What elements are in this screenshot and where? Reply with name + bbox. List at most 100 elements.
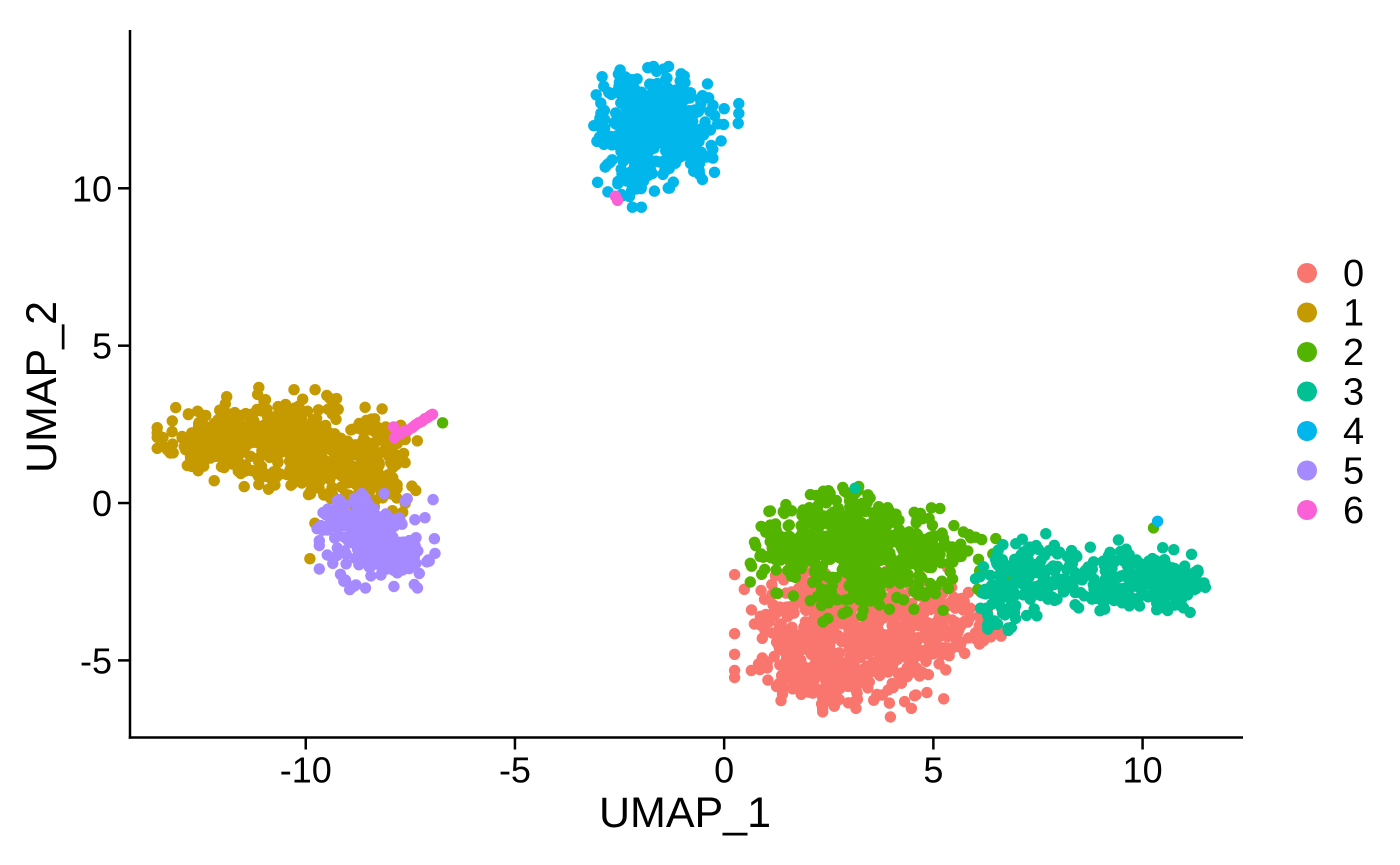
point — [930, 580, 942, 592]
point — [804, 595, 816, 607]
point — [1010, 571, 1022, 583]
point — [733, 107, 745, 120]
point — [817, 706, 829, 718]
point — [849, 482, 861, 494]
point — [166, 415, 178, 427]
point — [948, 591, 960, 604]
point — [835, 552, 847, 565]
point — [880, 520, 893, 532]
point — [193, 417, 205, 430]
point — [976, 533, 988, 546]
point — [261, 403, 273, 415]
point — [373, 470, 386, 482]
point — [717, 118, 730, 131]
point — [362, 499, 375, 511]
point — [864, 595, 876, 607]
point — [697, 129, 710, 141]
point — [844, 671, 856, 684]
point — [919, 629, 931, 641]
point — [895, 667, 908, 679]
point — [715, 135, 727, 147]
point — [340, 558, 352, 570]
point — [854, 556, 866, 569]
point — [1112, 534, 1125, 546]
point — [771, 528, 784, 540]
point — [313, 535, 325, 547]
point — [304, 486, 316, 498]
axes-layer: -10 -5 0 5 10 -5 0 5 10 — [72, 30, 1243, 791]
point — [823, 518, 835, 531]
point — [323, 461, 336, 474]
point — [391, 479, 403, 491]
point — [323, 470, 335, 482]
point — [858, 662, 871, 675]
x-tick-label: -10 — [280, 750, 332, 791]
point — [897, 544, 909, 556]
y-tick-label: 5 — [92, 326, 112, 367]
point — [1051, 593, 1063, 605]
legend-label: 4 — [1343, 411, 1364, 453]
point — [852, 675, 865, 687]
point — [359, 401, 371, 413]
point — [614, 64, 626, 76]
point — [820, 497, 833, 509]
point — [942, 582, 954, 594]
y-tick-label: 10 — [72, 168, 112, 209]
point — [903, 624, 916, 637]
point — [1118, 582, 1130, 595]
point — [783, 519, 795, 531]
point — [591, 176, 604, 188]
point — [946, 573, 959, 585]
point — [316, 524, 329, 536]
point — [646, 137, 658, 150]
point — [1023, 569, 1035, 581]
point — [950, 616, 962, 629]
point — [795, 520, 807, 532]
point — [909, 648, 921, 660]
legend-label: 1 — [1343, 293, 1364, 335]
point — [208, 475, 220, 487]
point — [1138, 568, 1150, 580]
point — [255, 460, 268, 472]
point — [785, 533, 797, 546]
point — [330, 413, 342, 426]
point — [763, 505, 775, 517]
point — [399, 495, 411, 507]
point — [365, 560, 378, 572]
point — [828, 677, 841, 689]
point — [860, 586, 872, 599]
point — [687, 115, 699, 128]
point — [744, 557, 756, 569]
point — [992, 544, 1004, 556]
point — [991, 618, 1003, 630]
point — [380, 421, 392, 433]
point — [959, 647, 971, 659]
point — [822, 695, 834, 707]
point — [840, 594, 852, 606]
point — [860, 575, 872, 587]
point — [795, 546, 807, 558]
point — [808, 530, 821, 543]
point — [777, 681, 789, 693]
point — [812, 663, 825, 676]
point — [1128, 569, 1140, 581]
point — [917, 548, 929, 561]
point — [794, 530, 807, 542]
point — [623, 140, 635, 152]
point — [663, 182, 676, 194]
point — [1038, 549, 1051, 562]
point — [671, 149, 684, 162]
point — [1157, 542, 1169, 554]
point — [664, 129, 677, 141]
legend-label: 2 — [1343, 332, 1364, 374]
point — [841, 616, 853, 628]
point — [804, 488, 817, 501]
point — [844, 526, 856, 538]
point — [865, 631, 877, 643]
point — [767, 599, 779, 611]
point — [181, 436, 194, 448]
point — [365, 443, 377, 455]
cluster-6-points — [387, 190, 624, 444]
point — [766, 627, 778, 639]
